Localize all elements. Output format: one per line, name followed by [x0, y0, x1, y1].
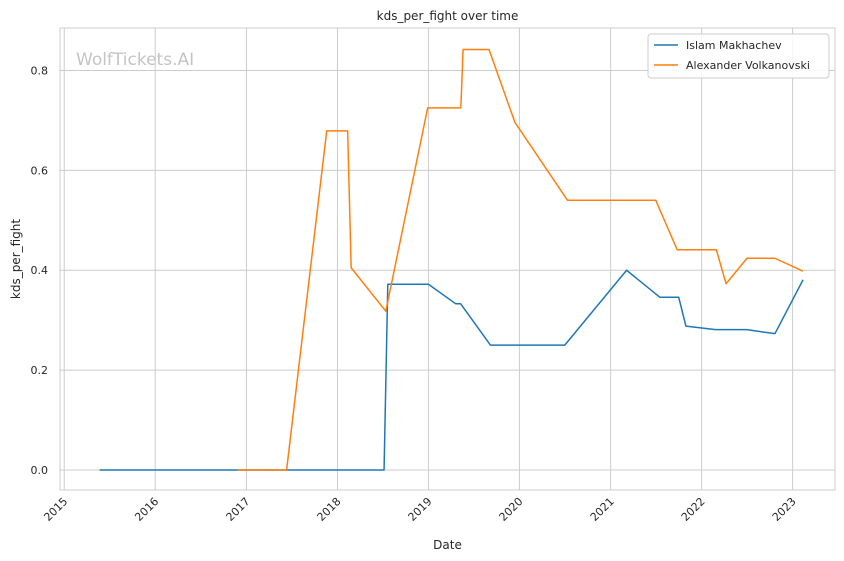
- series-line-0: [99, 269, 804, 471]
- y-axis-label: kds_per_fight: [9, 219, 23, 300]
- legend-entry-1: Alexander Volkanovski: [686, 59, 810, 72]
- legend-entry-0: Islam Makhachev: [686, 39, 782, 52]
- legend: Islam Makhachev Alexander Volkanovski: [647, 33, 830, 79]
- y-tick-label: 0.8: [31, 64, 49, 77]
- y-tick-label: 0.0: [31, 464, 49, 477]
- legend-box: [647, 33, 830, 79]
- series-line-1: [237, 48, 804, 471]
- series-layer: [99, 48, 804, 471]
- x-axis-label: Date: [433, 538, 462, 552]
- plot-frame: [59, 27, 836, 491]
- y-tick-label: 0.6: [31, 164, 49, 177]
- y-tick-label: 0.2: [31, 364, 49, 377]
- chart-title: kds_per_fight over time: [377, 9, 519, 23]
- y-axis-ticks: 0.0 0.2 0.4 0.6 0.8: [31, 64, 49, 477]
- y-tick-label: 0.4: [31, 264, 49, 277]
- watermark: WolfTickets.AI: [76, 50, 194, 70]
